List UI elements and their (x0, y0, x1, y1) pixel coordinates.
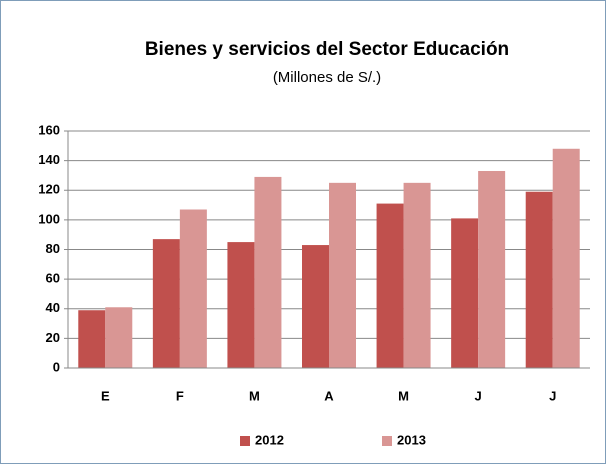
bar (179, 209, 207, 368)
y-tick-label: 60 (46, 271, 60, 286)
legend-swatch (240, 436, 250, 446)
chart-title: Bienes y servicios del Sector Educación (145, 39, 509, 60)
y-tick-label: 40 (46, 300, 60, 315)
x-tick-label: J (549, 388, 556, 403)
bar (525, 191, 553, 368)
bar (105, 307, 133, 368)
bar (329, 182, 356, 368)
x-tick-label: A (324, 388, 334, 403)
bar (403, 182, 431, 368)
x-tick-label: M (398, 388, 409, 403)
bar (478, 170, 506, 368)
chart-subtitle: (Millones de S/.) (273, 69, 381, 86)
y-tick-label: 80 (46, 241, 60, 256)
y-tick-label: 160 (38, 122, 60, 137)
legend-label: 2013 (397, 432, 426, 447)
bar (552, 148, 580, 368)
legend-swatch (382, 436, 392, 446)
y-tick-label: 0 (53, 359, 60, 374)
y-tick-label: 20 (46, 330, 60, 345)
bar (302, 245, 329, 368)
x-tick-label: J (475, 388, 482, 403)
y-tick-label: 100 (38, 211, 60, 226)
legend-label: 2012 (255, 432, 284, 447)
bar (254, 176, 282, 368)
y-tick-label: 120 (38, 182, 60, 197)
x-tick-label: M (249, 388, 260, 403)
bar (451, 218, 479, 368)
x-tick-label: E (101, 388, 110, 403)
bar (78, 310, 106, 368)
bar (152, 239, 180, 368)
x-tick-label: F (176, 388, 184, 403)
y-tick-label: 140 (38, 152, 60, 167)
bar (376, 203, 404, 368)
bar (227, 242, 255, 368)
